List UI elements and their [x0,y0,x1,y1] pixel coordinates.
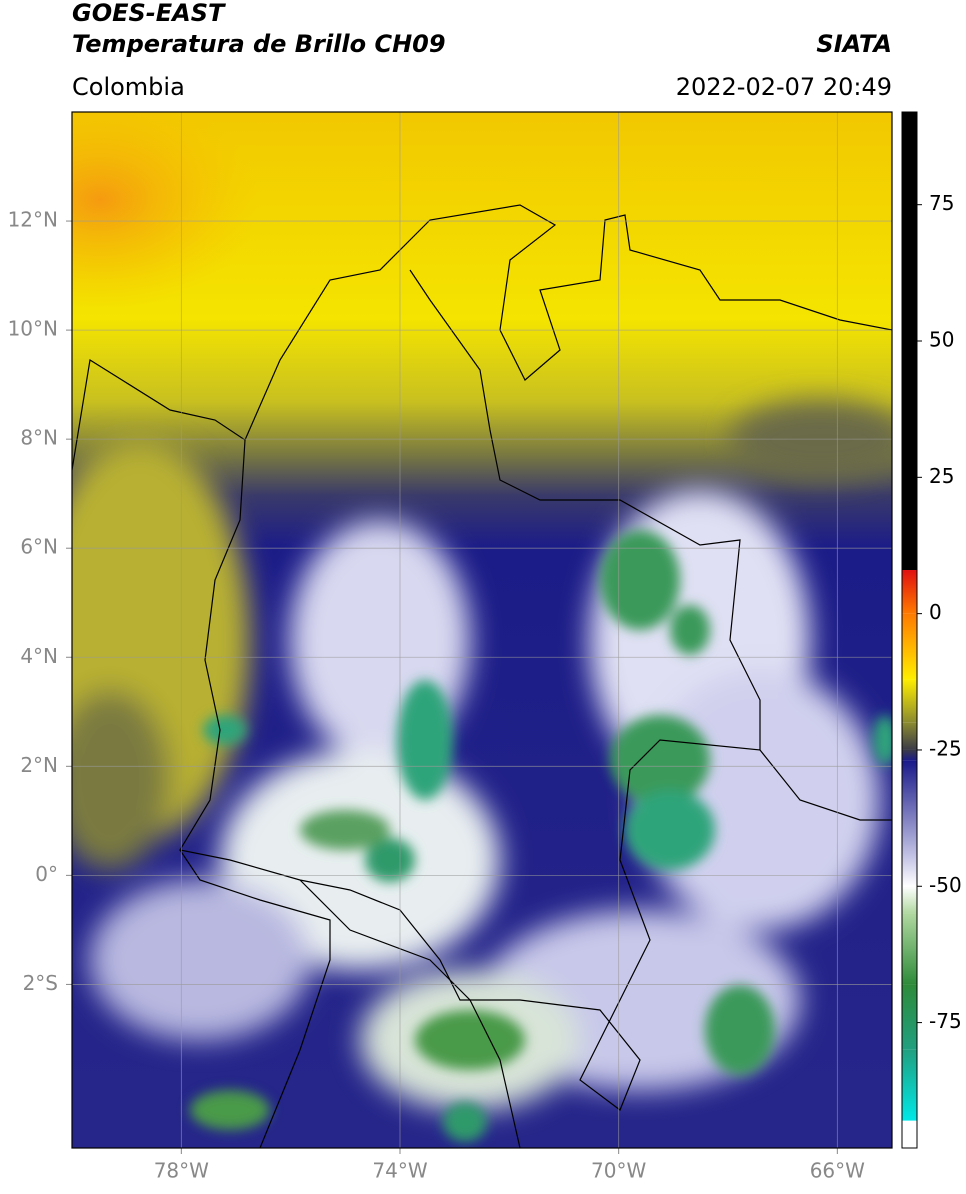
x-tick-label: 70°W [591,1159,646,1183]
colorbar-segment [902,112,917,571]
colorbar-frame [901,111,918,1149]
y-tick-label: 8°N [20,426,58,450]
title: GOES-EAST [72,0,226,27]
satellite-image [72,112,892,1148]
colorbar-segment [902,570,917,614]
datetime: 2022-02-07 20:49 [676,73,892,101]
x-tick-label: 74°W [372,1159,427,1183]
colorbar-segment [902,722,917,750]
y-tick-label: 2°N [20,753,58,777]
colorbar-segment [902,1049,917,1121]
colorbar-tick-label: -50 [929,873,962,897]
colorbar-tick-label: 50 [929,328,954,352]
y-tick-label: 10°N [8,317,58,341]
colorbar-segment [902,859,917,887]
colorbar-segment [902,1120,917,1148]
colorbar-segment [902,886,917,914]
x-tick-label: 66°W [810,1159,865,1183]
colorbar-tick-label: 75 [929,191,954,215]
y-tick-label: 4°N [20,644,58,668]
y-tick-label: 0° [35,862,58,886]
colorbar-tick-label: 0 [929,600,942,624]
colorbar-tick-label: -75 [929,1009,962,1033]
colorbar-segment [902,913,917,985]
region: Colombia [72,73,185,101]
map-frame [71,111,893,1149]
colorbar-tick-label: 25 [929,464,954,488]
y-tick-label: 12°N [8,208,58,232]
colorbar-segment [902,984,917,1050]
y-tick-label: 2°S [23,971,58,995]
colorbar-tick-label: -25 [929,736,962,760]
y-tick-label: 6°N [20,535,58,559]
x-tick-label: 78°W [154,1159,209,1183]
colorbar-segment [902,760,917,860]
subtitle: Temperatura de Brillo CH09 [72,30,446,58]
colorbar-segment [902,613,917,680]
source: SIATA [816,30,892,58]
colorbar-segment [902,679,917,723]
colorbar-segment [902,749,917,761]
